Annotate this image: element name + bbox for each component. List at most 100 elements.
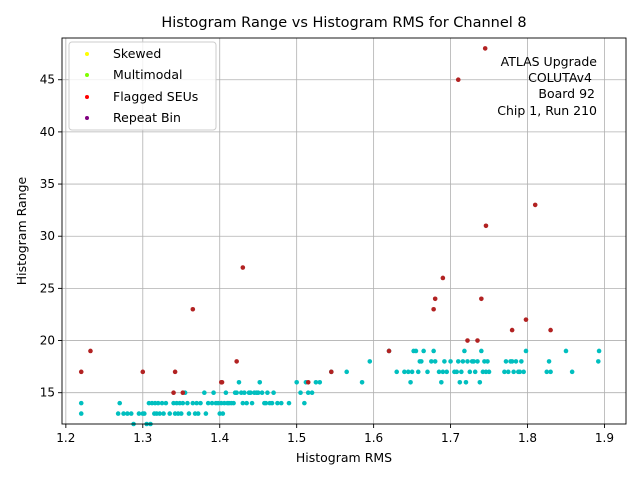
data-point-normal [465, 359, 470, 364]
annotation-block: ATLAS Upgrade COLUTAv4 Board 92 Chip 1, … [497, 54, 597, 118]
data-point-normal [159, 400, 165, 406]
data-point-normal [517, 369, 523, 375]
legend-label-multimodal: Multimodal [113, 67, 182, 82]
legend-marker-flagged-seus [85, 95, 89, 99]
data-point-normal [305, 390, 311, 396]
plot-frame [61, 37, 627, 425]
data-point-normal [546, 359, 552, 364]
data-point-normal [472, 369, 478, 375]
x-tick-label: 1.4 [210, 431, 229, 445]
data-point-flagged-seus [548, 327, 553, 333]
data-point-normal [236, 379, 242, 385]
data-point-normal [231, 400, 236, 406]
annotation-line-4: Chip 1, Run 210 [497, 103, 597, 118]
data-point-normal [596, 348, 602, 354]
data-point-normal [202, 390, 207, 396]
data-point-flagged-seus [219, 379, 225, 385]
data-point-normal [457, 379, 463, 385]
data-point-normal [463, 379, 469, 385]
data-point-normal [367, 359, 373, 364]
data-point-normal [513, 359, 519, 364]
data-point-flagged-seus [190, 306, 196, 312]
data-point-normal [548, 369, 553, 375]
data-point-normal [163, 400, 169, 406]
chart-title: Histogram Range vs Histogram RMS for Cha… [161, 15, 526, 31]
data-point-normal [190, 400, 196, 406]
data-point-flagged-seus [172, 369, 178, 375]
y-tick-label: 40 [40, 125, 55, 139]
data-point-normal [263, 400, 269, 406]
data-point-normal [317, 379, 323, 385]
y-tick-label: 25 [40, 281, 55, 295]
y-tick-label: 20 [40, 334, 55, 348]
data-point-flagged-seus [88, 348, 93, 354]
data-point-normal [421, 348, 426, 354]
annotation-line-1: ATLAS Upgrade [501, 54, 598, 69]
data-point-normal [485, 359, 490, 364]
data-point-normal [505, 369, 511, 375]
data-point-flagged-seus [479, 296, 484, 302]
legend-box [68, 41, 217, 131]
data-point-normal [455, 359, 461, 364]
data-point-normal [471, 359, 476, 364]
data-point-normal [198, 400, 203, 406]
data-point-normal [477, 379, 483, 385]
data-point-normal [298, 390, 303, 396]
data-point-normal [211, 390, 216, 396]
data-point-normal [454, 369, 460, 375]
y-tick-label: 35 [40, 177, 55, 191]
data-point-normal [475, 359, 480, 364]
x-tick-label: 1.2 [56, 431, 75, 445]
data-point-flagged-seus [455, 77, 461, 83]
data-point-flagged-seus [523, 317, 529, 322]
data-point-normal [409, 369, 415, 375]
data-point-normal [431, 348, 436, 354]
data-point-normal [265, 390, 270, 396]
data-point-normal [248, 390, 253, 396]
ticks-layer: 1.2 1.3 1.4 1.5 1.6 1.7 1.8 1.9 15 20 25 30 35 40 45 [40, 73, 614, 445]
data-point-normal [394, 369, 400, 375]
data-point-normal [459, 369, 464, 375]
data-point-flagged-seus [140, 369, 146, 375]
data-point-normal [519, 359, 524, 364]
data-point-normal [521, 369, 526, 375]
legend-label-flagged-seus: Flagged SEUs [113, 89, 198, 104]
data-point-normal [128, 411, 134, 416]
data-point-normal [244, 400, 249, 406]
data-point-flagged-seus [180, 390, 186, 396]
data-point-flagged-seus [440, 275, 446, 281]
data-point-flagged-seus [482, 46, 488, 51]
legend-marker-skewed [85, 52, 89, 56]
data-point-flagged-seus [171, 390, 176, 396]
data-point-normal [425, 369, 430, 375]
data-point-normal [180, 400, 186, 406]
data-point-flagged-seus [329, 369, 334, 375]
data-point-flagged-seus [483, 223, 489, 229]
data-point-flagged-seus [465, 338, 470, 343]
data-point-normal [269, 400, 275, 406]
x-tick-label: 1.5 [287, 431, 306, 445]
data-point-normal [359, 379, 365, 385]
data-point-normal [569, 369, 575, 375]
y-tick-label: 45 [40, 73, 55, 87]
data-point-normal [161, 411, 166, 416]
data-point-normal [511, 369, 516, 375]
data-point-normal [563, 348, 569, 354]
data-point-normal [415, 369, 421, 375]
grid-layer [62, 38, 626, 424]
data-point-normal [460, 359, 466, 364]
data-point-normal [78, 400, 84, 406]
data-point-normal [155, 400, 161, 406]
points-layer [78, 46, 602, 427]
legend-label-repeat-bin: Repeat Bin [113, 110, 181, 125]
data-point-normal [275, 400, 280, 406]
annotation-line-2: COLUTAv4 [528, 70, 592, 85]
data-point-normal [223, 390, 229, 396]
data-point-flagged-seus [432, 296, 438, 302]
data-point-normal [157, 411, 163, 416]
data-point-normal [121, 411, 126, 416]
data-point-normal [444, 369, 450, 375]
data-point-normal [286, 400, 292, 406]
data-point-normal [486, 369, 492, 375]
data-point-normal [432, 359, 438, 364]
